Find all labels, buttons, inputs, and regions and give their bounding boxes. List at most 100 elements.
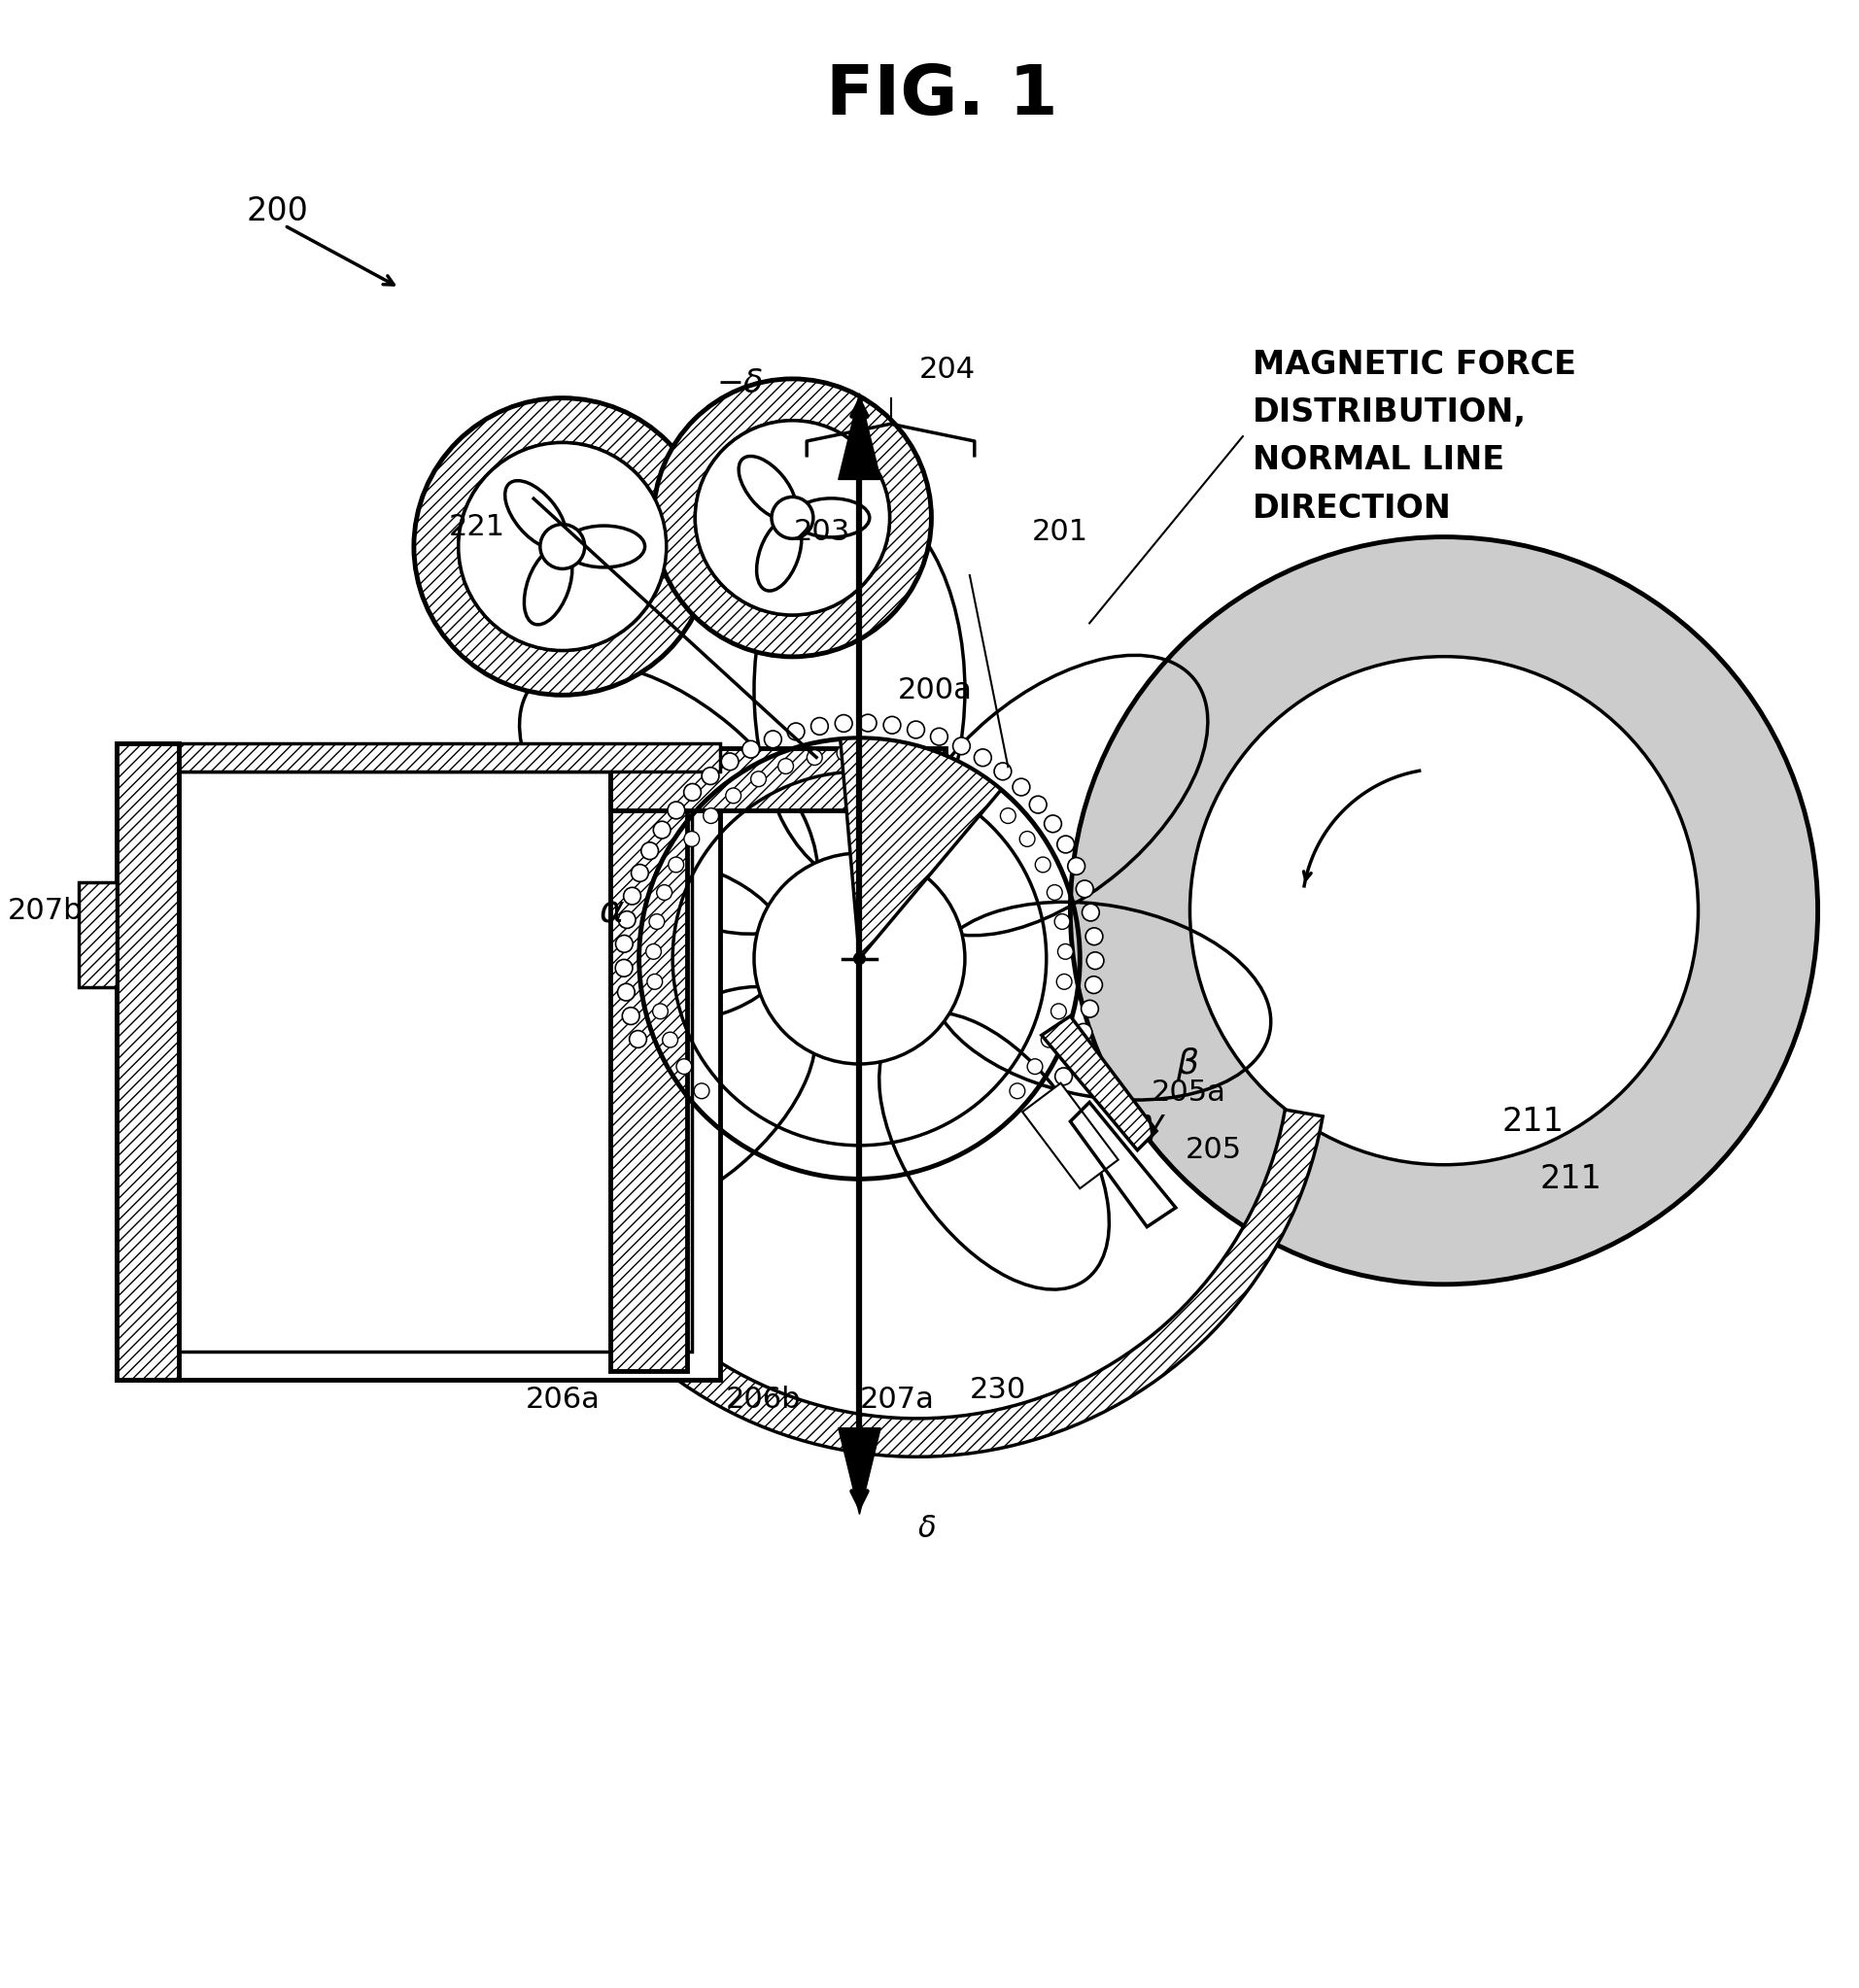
Text: 211: 211 — [1502, 1105, 1563, 1137]
Circle shape — [703, 807, 719, 823]
Circle shape — [653, 1004, 667, 1020]
Circle shape — [684, 783, 701, 801]
Circle shape — [853, 952, 864, 964]
Circle shape — [1028, 1060, 1043, 1074]
Circle shape — [1050, 1004, 1067, 1020]
Text: FIG. 1: FIG. 1 — [825, 64, 1058, 129]
Circle shape — [684, 831, 699, 847]
Circle shape — [677, 1060, 692, 1074]
Circle shape — [1058, 944, 1073, 960]
Circle shape — [742, 742, 760, 757]
Ellipse shape — [757, 517, 801, 590]
Text: $\alpha$: $\alpha$ — [599, 893, 625, 928]
Wedge shape — [415, 398, 710, 696]
Polygon shape — [1022, 1083, 1119, 1189]
Polygon shape — [1041, 1016, 1156, 1151]
Circle shape — [1071, 537, 1818, 1284]
Circle shape — [669, 857, 684, 873]
Polygon shape — [145, 771, 692, 1352]
Circle shape — [1054, 914, 1071, 928]
Circle shape — [662, 1032, 679, 1048]
Circle shape — [755, 853, 965, 1064]
Polygon shape — [78, 883, 117, 988]
Circle shape — [866, 746, 883, 761]
Circle shape — [1065, 1046, 1084, 1064]
Circle shape — [653, 821, 671, 839]
Ellipse shape — [738, 455, 796, 519]
Circle shape — [693, 1083, 710, 1099]
Circle shape — [1000, 807, 1015, 823]
Text: 206a: 206a — [524, 1386, 600, 1413]
Text: 206b: 206b — [727, 1386, 801, 1413]
Circle shape — [541, 525, 586, 569]
Circle shape — [788, 724, 805, 740]
Circle shape — [721, 753, 738, 769]
Circle shape — [1076, 881, 1093, 897]
Circle shape — [978, 787, 993, 803]
Circle shape — [459, 443, 666, 650]
Circle shape — [703, 767, 719, 785]
Circle shape — [632, 865, 649, 881]
Circle shape — [617, 984, 634, 1000]
Circle shape — [1086, 928, 1102, 944]
Circle shape — [807, 749, 822, 765]
Circle shape — [725, 787, 742, 803]
Circle shape — [1056, 974, 1073, 990]
Polygon shape — [610, 777, 688, 1370]
Polygon shape — [519, 1109, 1324, 1457]
Text: 207b: 207b — [7, 897, 84, 924]
Circle shape — [1035, 857, 1050, 873]
Circle shape — [1009, 1083, 1024, 1099]
Circle shape — [883, 716, 902, 734]
Circle shape — [1086, 976, 1102, 994]
Circle shape — [1047, 885, 1061, 901]
Circle shape — [1041, 1032, 1056, 1048]
Ellipse shape — [794, 499, 870, 537]
Circle shape — [974, 749, 991, 765]
Circle shape — [1088, 952, 1104, 970]
Text: 200a: 200a — [898, 676, 972, 704]
Polygon shape — [117, 744, 178, 1380]
Circle shape — [649, 914, 664, 928]
Circle shape — [1075, 1024, 1091, 1042]
Text: $\gamma$: $\gamma$ — [1141, 1109, 1166, 1143]
Circle shape — [667, 801, 684, 819]
Text: $-\delta$: $-\delta$ — [716, 368, 764, 400]
Text: 205a: 205a — [1153, 1079, 1227, 1107]
Text: 211: 211 — [1539, 1163, 1602, 1195]
Text: MAGNETIC FORCE: MAGNETIC FORCE — [1253, 348, 1576, 380]
Circle shape — [656, 885, 671, 901]
Circle shape — [1019, 831, 1035, 847]
Circle shape — [645, 944, 662, 960]
Ellipse shape — [563, 525, 645, 567]
Circle shape — [1013, 779, 1030, 795]
Circle shape — [623, 1008, 639, 1024]
Circle shape — [619, 911, 636, 928]
Text: 205: 205 — [1186, 1135, 1242, 1165]
Circle shape — [837, 746, 851, 761]
Text: NORMAL LINE: NORMAL LINE — [1253, 443, 1504, 477]
Circle shape — [771, 497, 812, 539]
Ellipse shape — [506, 481, 567, 549]
Text: $\delta$: $\delta$ — [916, 1515, 935, 1543]
Circle shape — [1082, 905, 1099, 920]
Text: 204: 204 — [920, 356, 976, 384]
Polygon shape — [838, 394, 881, 479]
Polygon shape — [838, 1427, 881, 1515]
Text: 203: 203 — [794, 519, 850, 547]
Circle shape — [1045, 815, 1061, 833]
Text: 207a: 207a — [859, 1386, 935, 1413]
Circle shape — [630, 1030, 647, 1048]
Circle shape — [896, 749, 913, 765]
Circle shape — [954, 738, 970, 755]
Text: 221: 221 — [448, 513, 506, 541]
Text: 200: 200 — [245, 195, 309, 227]
Circle shape — [995, 763, 1011, 779]
Circle shape — [954, 771, 969, 787]
Text: DISTRIBUTION,: DISTRIBUTION, — [1253, 396, 1526, 429]
Wedge shape — [840, 738, 1002, 958]
Circle shape — [835, 716, 851, 732]
Wedge shape — [654, 380, 931, 656]
Text: 230: 230 — [970, 1376, 1026, 1404]
Circle shape — [1056, 1068, 1073, 1085]
